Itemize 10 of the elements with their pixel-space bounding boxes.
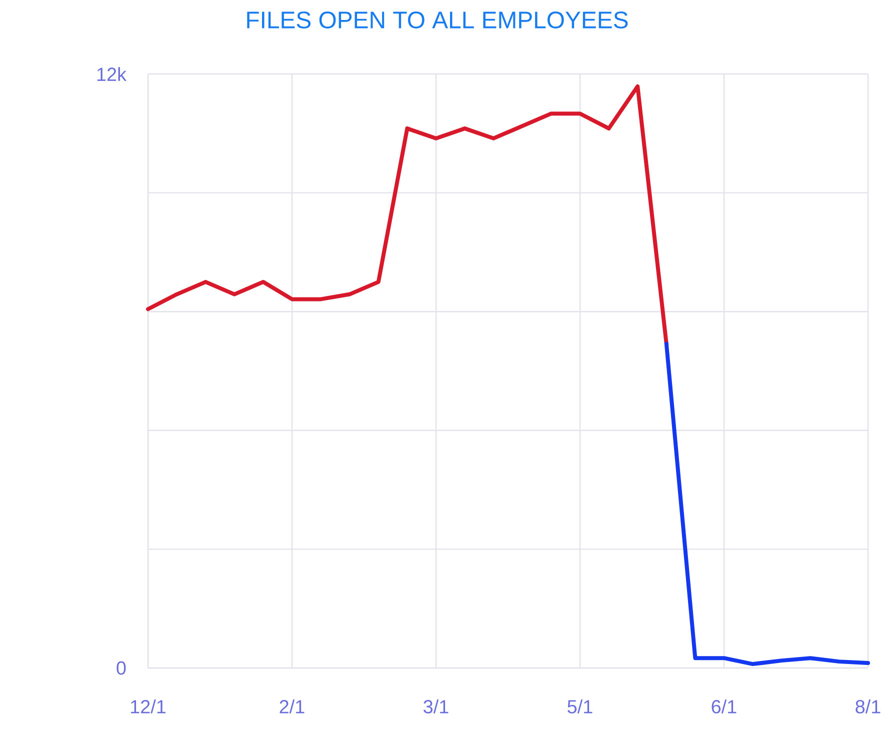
y-tick-label: 0 bbox=[116, 661, 126, 675]
x-tick-label: 6/1 bbox=[712, 700, 736, 714]
chart-title: FILES OPEN TO ALL EMPLOYEES bbox=[247, 12, 628, 28]
x-tick-label: 5/1 bbox=[568, 700, 592, 714]
x-tick-label: 3/1 bbox=[424, 700, 448, 714]
x-tick-label: 8/1 bbox=[856, 700, 880, 714]
x-tick-label: 2/1 bbox=[280, 700, 304, 714]
y-tick-label: 12k bbox=[97, 67, 126, 81]
x-tick-label: 12/1 bbox=[131, 700, 166, 714]
line-series bbox=[664, 342, 870, 666]
